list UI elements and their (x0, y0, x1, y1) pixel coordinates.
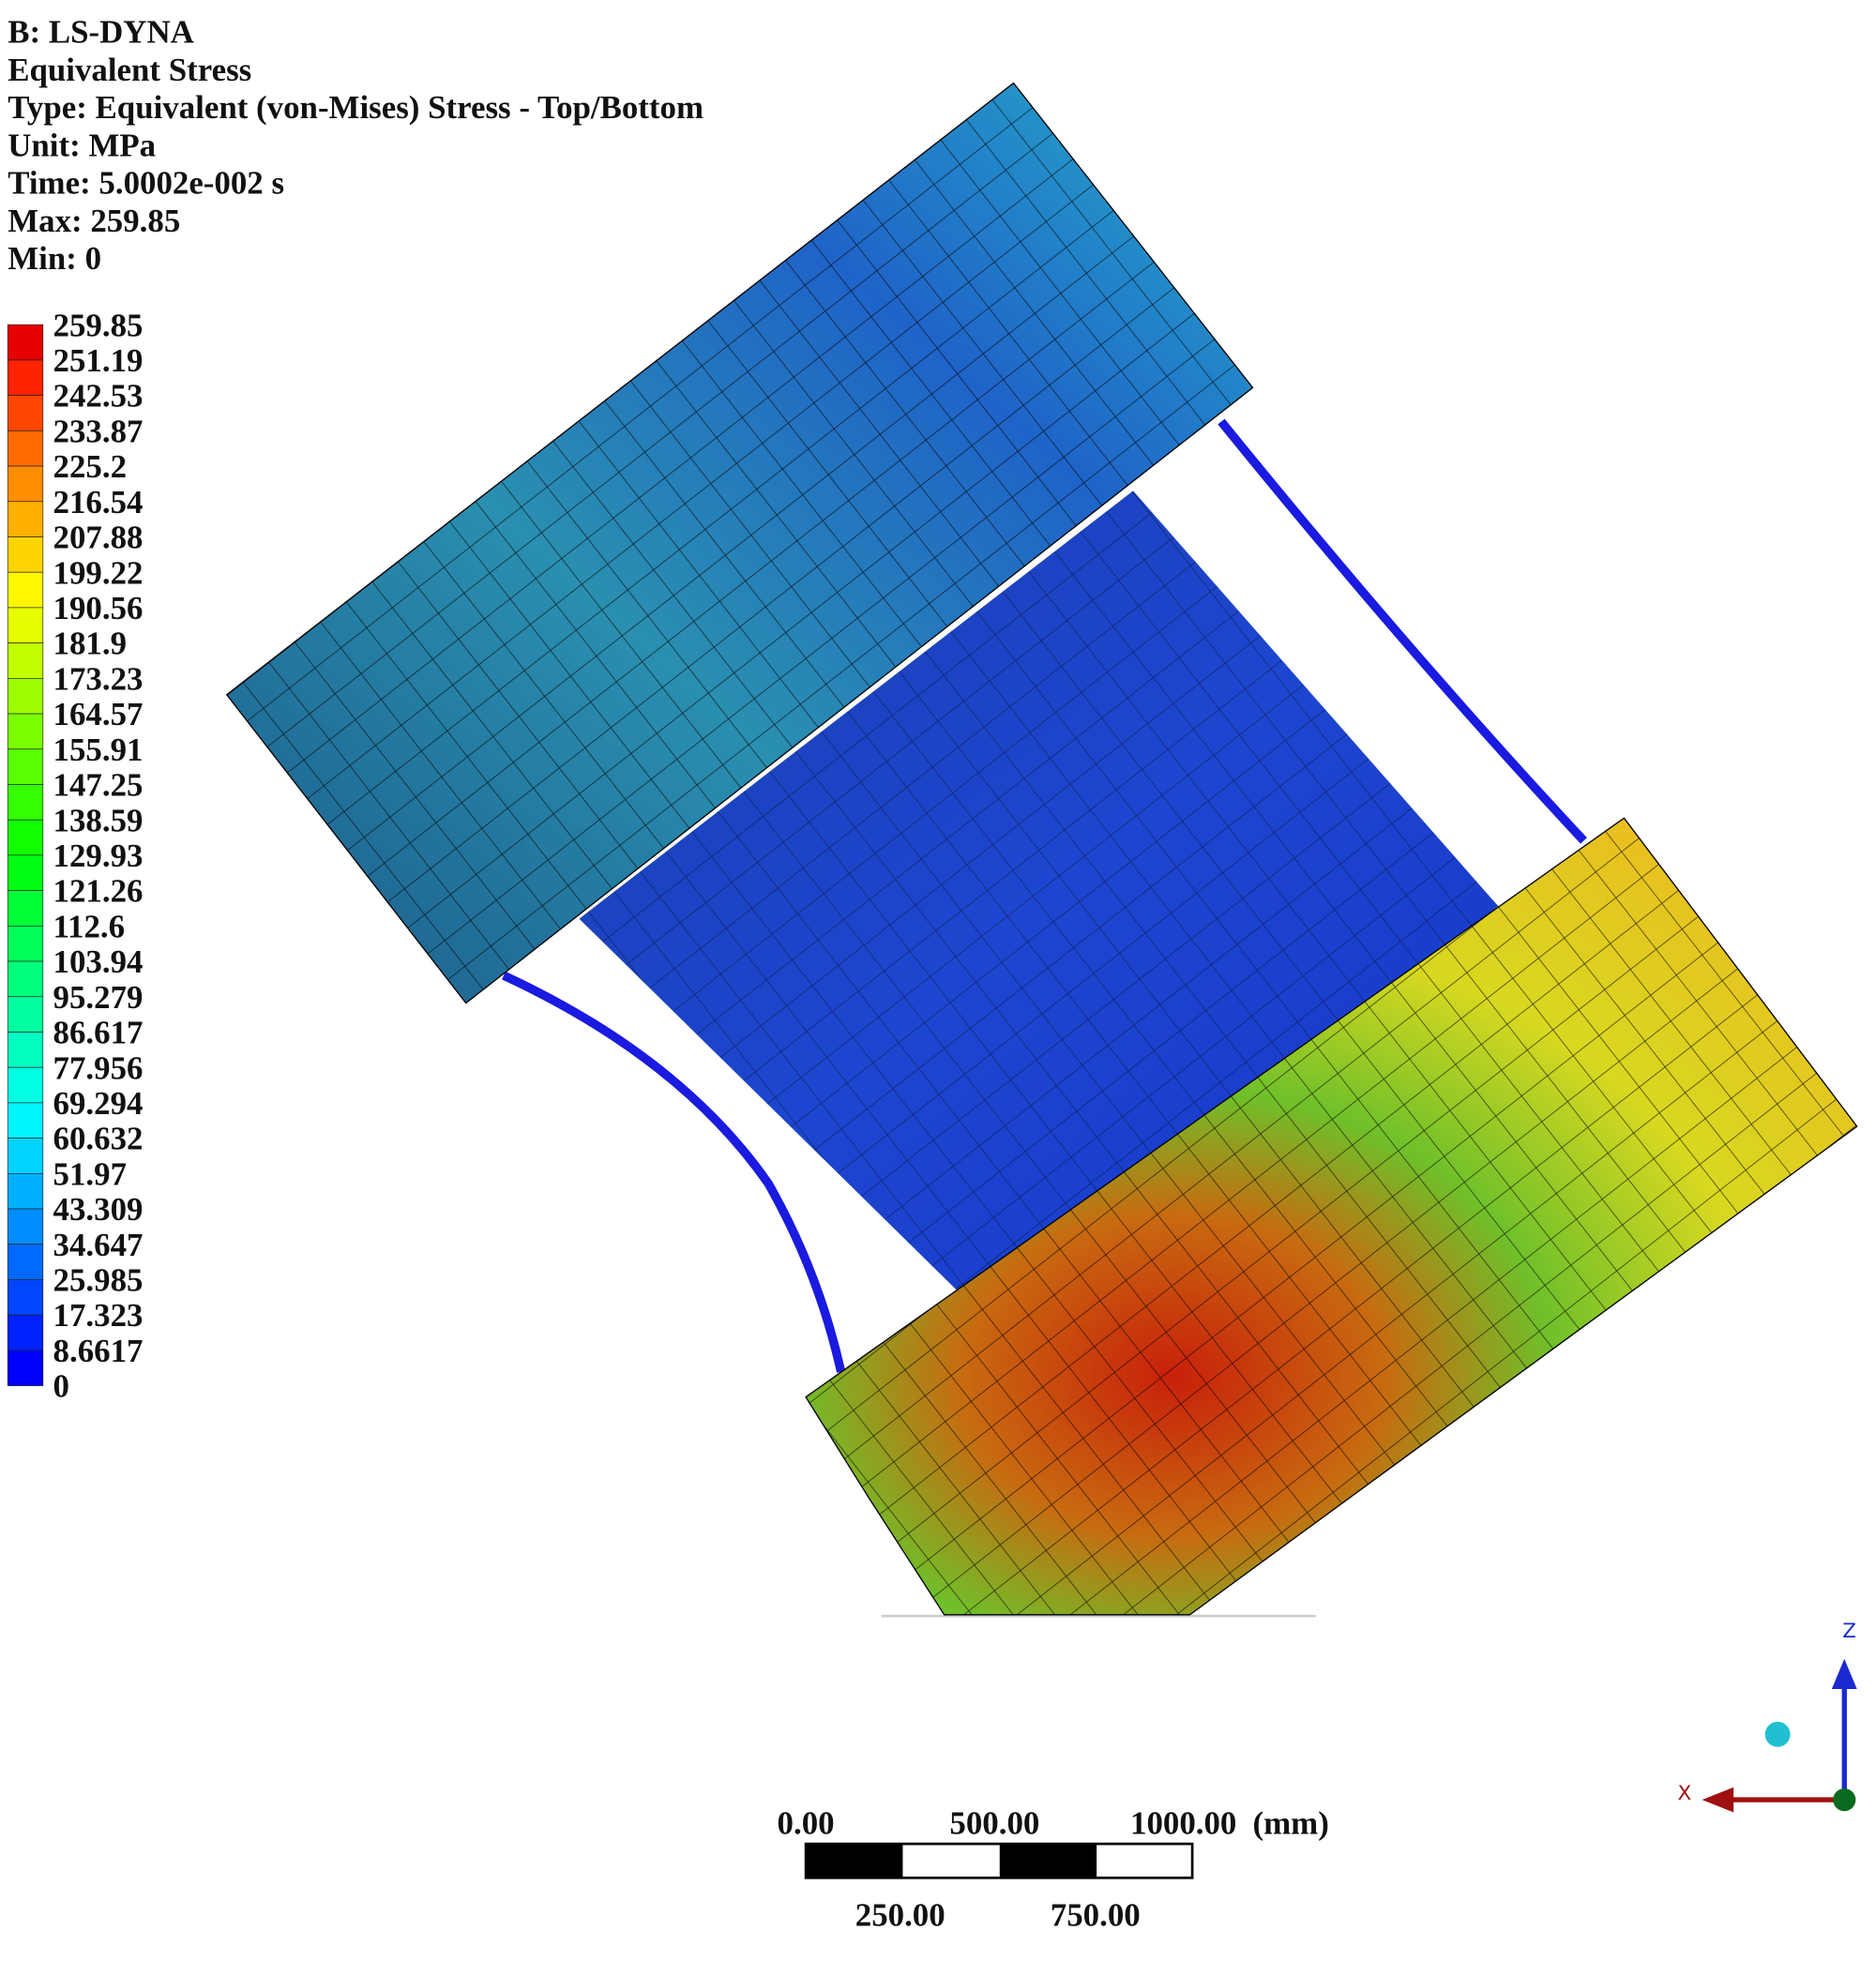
legend-label: 8.6617 (53, 1333, 144, 1369)
scale-label: 750.00 (1051, 1896, 1141, 1933)
model (225, 82, 1858, 1618)
legend-swatch (7, 430, 44, 467)
legend-label: 69.294 (53, 1085, 144, 1122)
scale-label: 500.00 (949, 1804, 1039, 1841)
legend-swatch (7, 678, 44, 715)
legend-label: 199.22 (53, 554, 144, 591)
legend-label: 164.57 (53, 696, 144, 732)
legend-swatch (7, 1208, 44, 1245)
legend-swatch (7, 960, 44, 998)
legend-swatch (7, 571, 44, 609)
legend-label: 25.985 (53, 1262, 144, 1299)
legend-label: 190.56 (53, 590, 144, 626)
scale-label: 250.00 (855, 1896, 946, 1933)
legend-label: 216.54 (53, 484, 144, 520)
legend-label: 43.309 (53, 1191, 144, 1228)
triad: ZX (1677, 1620, 1857, 1813)
legend-label: 95.279 (53, 979, 144, 1016)
legend-label: 155.91 (53, 732, 144, 768)
legend-label: 103.94 (53, 943, 144, 980)
legend-swatch (7, 1066, 44, 1104)
legend-label: 34.647 (53, 1227, 144, 1263)
legend-swatch (7, 748, 44, 785)
axis-label: Z (1842, 1620, 1856, 1643)
header-line: Type: Equivalent (von-Mises) Stress - To… (8, 89, 704, 126)
legend-swatch (7, 996, 44, 1033)
header-line: Max: 259.85 (8, 203, 180, 239)
legend-label: 60.632 (53, 1121, 144, 1157)
scale-label: 1000.00 (1130, 1804, 1236, 1841)
legend-swatch (7, 1102, 44, 1139)
scale-unit: (mm) (1253, 1804, 1329, 1841)
legend-swatch (7, 854, 44, 891)
legend-label: 0 (53, 1368, 69, 1405)
legend-swatch (7, 395, 44, 431)
legend-swatch (7, 713, 44, 750)
legend-label: 51.97 (53, 1155, 127, 1192)
legend-swatch (7, 926, 44, 962)
legend-swatch (7, 1350, 44, 1386)
legend-swatch (7, 819, 44, 856)
legend-label: 112.6 (53, 908, 126, 944)
legend-label: 173.23 (53, 660, 144, 697)
legend-swatch (7, 1244, 44, 1280)
legend-label: 251.19 (53, 342, 144, 379)
legend-swatch (7, 359, 44, 397)
legend: 259.85251.19242.53233.87225.2216.54207.8… (7, 307, 144, 1405)
legend-swatch (7, 1279, 44, 1316)
legend-swatch (7, 784, 44, 821)
legend-label: 77.956 (53, 1049, 144, 1086)
header-line: Unit: MPa (8, 127, 156, 163)
header-line: Equivalent Stress (8, 52, 251, 88)
legend-label: 225.2 (53, 448, 127, 485)
legend-label: 86.617 (53, 1015, 144, 1051)
legend-label: 242.53 (53, 378, 144, 415)
legend-swatch (7, 1138, 44, 1174)
legend-label: 233.87 (53, 413, 144, 449)
legend-label: 121.26 (53, 873, 144, 910)
legend-label: 17.323 (53, 1297, 144, 1334)
legend-swatch (7, 324, 44, 361)
legend-label: 138.59 (53, 802, 144, 838)
legend-swatch (7, 607, 44, 643)
legend-swatch (7, 642, 44, 679)
legend-swatch (7, 501, 44, 537)
header-line: B: LS-DYNA (8, 14, 194, 51)
legend-label: 259.85 (53, 307, 144, 343)
legend-label: 207.88 (53, 520, 144, 556)
legend-swatch (7, 1314, 44, 1351)
header-line: Min: 0 (8, 240, 101, 277)
axis-label: X (1677, 1782, 1691, 1805)
legend-swatch (7, 1032, 44, 1068)
legend-swatch (7, 1172, 44, 1210)
legend-swatch (7, 890, 44, 927)
legend-label: 129.93 (53, 837, 144, 874)
legend-label: 181.9 (53, 626, 127, 662)
legend-label: 147.25 (53, 767, 144, 804)
legend-swatch (7, 465, 44, 503)
legend-swatch (7, 536, 44, 573)
header-line: Time: 5.0002e-002 s (8, 165, 284, 202)
scale-label: 0.00 (778, 1804, 835, 1841)
scale-bar: 0.00 500.00 1000.00 (mm) 250.00 750.00 (778, 1804, 1329, 1933)
